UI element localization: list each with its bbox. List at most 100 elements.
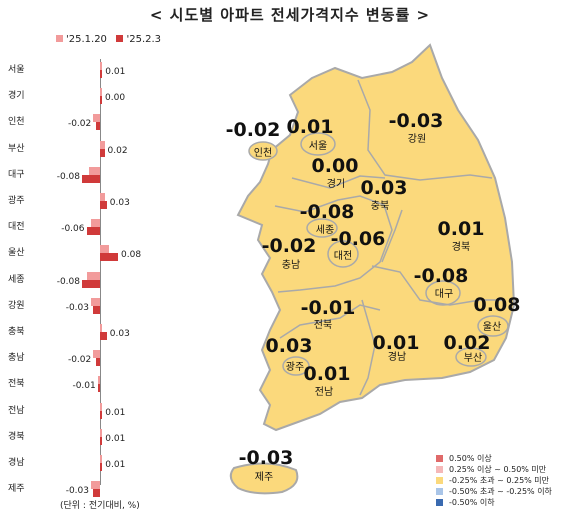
jeonbuk-name: 전북: [314, 319, 332, 331]
map-regions: [229, 43, 516, 495]
bar-value-label: 0.02: [107, 145, 128, 156]
prev-bar: [100, 140, 105, 149]
prev-bar: [100, 402, 102, 411]
curr-bar: [100, 148, 105, 157]
bar-value-label: 0.01: [105, 433, 126, 444]
curr-bar: [93, 489, 100, 498]
bar-region-label: 부산: [8, 143, 25, 154]
daejeon-shape: [327, 240, 359, 268]
bar-region-label: 경남: [8, 458, 25, 468]
bar-value-label: -0.02: [67, 355, 92, 366]
bar-row: 전남 0.01: [0, 400, 200, 426]
bar-value-label: -0.02: [67, 119, 92, 130]
zero-axis: [100, 59, 101, 485]
prev-bar: [97, 376, 100, 385]
curr-bar: [100, 253, 118, 262]
bar-region-label: 충남: [8, 353, 25, 364]
curr-bar: [97, 384, 100, 393]
ulsan-name: 울산: [483, 321, 501, 333]
curr-bar: [100, 70, 103, 78]
bar-region-label: 전남: [8, 405, 25, 416]
prev-bar: [86, 271, 100, 280]
bar-chart: 서울 0.01 경기 0.00 인천 -0.02 부산 0.02 대구 -0.08 광주 0.03 대전…: [0, 45, 200, 505]
bar-region-label: 인천: [8, 117, 25, 128]
bar-value-label: 0.01: [105, 407, 126, 418]
bar-row: 서울 0.01: [0, 59, 200, 85]
bar-value-label: -0.03: [65, 302, 89, 313]
legend-item: 0.50% 이상: [436, 453, 552, 464]
curr-bar: [82, 174, 100, 183]
seoul-value: 0.01: [287, 116, 334, 138]
bar-row: 충북 0.03: [0, 321, 200, 347]
seoul-shape: [300, 132, 336, 156]
legend-label: -0.50% 초과 ~ -0.25% 이하: [449, 487, 552, 496]
legend-swatch: [436, 499, 443, 506]
chungnam-value: -0.02: [262, 235, 317, 257]
prev-bar: [100, 428, 102, 437]
prev-series-label: '25.1.20: [66, 34, 107, 45]
busan-value: 0.02: [444, 332, 491, 354]
busan-shape: [455, 347, 487, 367]
legend-swatch: [436, 466, 443, 473]
legend-swatch: [436, 455, 443, 462]
bar-row: 인천 -0.02: [0, 111, 200, 137]
bar-row: 부산 0.02: [0, 138, 200, 164]
prev-bar: [91, 297, 100, 306]
chungbuk-name: 충북: [371, 200, 389, 212]
curr-bar: [93, 305, 100, 314]
curr-bar: [100, 201, 107, 209]
sejong-name: 세종: [316, 224, 334, 236]
prev-bar: [100, 324, 103, 332]
bar-region-label: 서울: [8, 65, 25, 75]
legend-item: 0.25% 이상 ~ 0.50% 미만: [436, 464, 552, 475]
bar-value-label: -0.03: [65, 486, 89, 497]
bar-value-label: 0.00: [105, 93, 126, 104]
legend-swatch: [436, 477, 443, 484]
gwangju-value: 0.03: [266, 335, 313, 357]
gangwon-value: -0.03: [389, 110, 444, 132]
bar-region-label: 제주: [8, 484, 25, 495]
curr-bar: [100, 410, 103, 419]
jeonbuk-value: -0.01: [301, 297, 356, 319]
bar-region-label: 충북: [8, 327, 25, 337]
curr-series-swatch: [116, 35, 124, 42]
legend-label: 0.50% 이상: [449, 454, 492, 463]
bar-value-label: 0.03: [109, 198, 130, 208]
bar-row: 경북 0.01: [0, 426, 200, 452]
bar-region-label: 대전: [8, 222, 25, 233]
bar-region-label: 광주: [8, 196, 25, 206]
province-borders: [274, 79, 505, 396]
bar-row: 광주 0.03: [0, 190, 200, 216]
bar-value-label: 0.03: [109, 329, 130, 339]
prev-bar: [100, 245, 109, 254]
bar-region-label: 대구: [8, 169, 25, 180]
gwangju-shape: [282, 356, 310, 376]
legend-swatch: [436, 488, 443, 495]
bar-row: 전북 -0.01: [0, 373, 200, 399]
bar-value-label: 0.01: [105, 460, 126, 470]
curr-bar: [100, 436, 103, 445]
bar-value-label: -0.01: [72, 381, 96, 392]
gyeonggi-value: 0.00: [312, 155, 359, 177]
incheon-value: -0.02: [226, 119, 281, 141]
incheon-name: 인천: [254, 147, 272, 159]
daejeon-value: -0.06: [331, 228, 386, 250]
daegu-name: 대구: [435, 288, 453, 300]
gyeongnam-value: 0.01: [373, 332, 420, 354]
jeonnam-name: 전남: [315, 386, 333, 398]
curr-bar: [95, 122, 100, 131]
legend-item: -0.25% 초과 ~ 0.25% 미만: [436, 475, 552, 486]
curr-bar: [100, 463, 103, 471]
prev-bar: [91, 219, 100, 228]
bar-row: 울산 0.08: [0, 242, 200, 268]
bar-region-label: 전북: [8, 379, 25, 390]
bar-value-label: -0.08: [56, 276, 80, 287]
bar-value-label: -0.08: [56, 171, 80, 182]
gyeonggi-name: 경기: [327, 177, 345, 190]
prev-bar: [93, 350, 100, 359]
unit-note: (단위 : 전기대비, %): [60, 501, 140, 511]
jeju-shape: [229, 462, 299, 495]
legend-label: -0.50% 이하: [449, 498, 495, 507]
bar-value-label: -0.06: [61, 224, 85, 235]
